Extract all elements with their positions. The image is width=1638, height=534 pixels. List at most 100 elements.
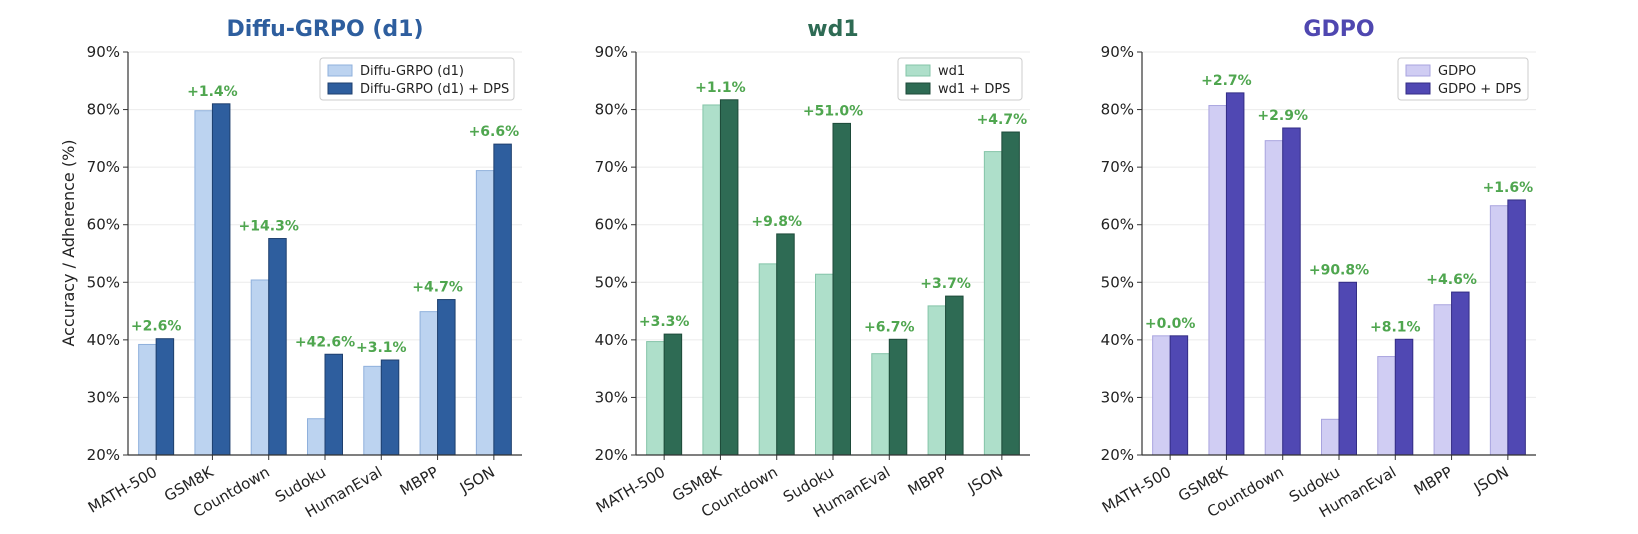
bar-dps	[945, 295, 964, 456]
bar-dps	[437, 299, 456, 456]
y-tick-label: 60%	[595, 216, 628, 234]
bar-dps	[1507, 199, 1526, 456]
improvement-label: +6.6%	[469, 124, 520, 140]
x-tick-label: JSON	[1470, 463, 1512, 498]
legend-swatch	[905, 64, 931, 77]
legend-swatch	[1405, 82, 1431, 95]
chart-title: Diffu-GRPO (d1)	[226, 17, 423, 42]
improvement-label: +3.1%	[356, 340, 407, 356]
y-tick-label: 50%	[87, 273, 120, 291]
x-tick-label: JSON	[456, 463, 498, 498]
bar-dps	[888, 338, 908, 456]
legend: Diffu-GRPO (d1) Diffu-GRPO (d1) + DPS	[319, 57, 515, 101]
y-tick-label: 20%	[87, 446, 120, 464]
bar-base	[1264, 140, 1284, 456]
chart-panel-1: Diffu-GRPO (d1) 20% 30% 40% 50% 60% 70% 80% 90% +…	[85, 17, 522, 521]
improvement-label: +4.6%	[1426, 272, 1477, 288]
improvement-label: +4.7%	[977, 112, 1028, 128]
improvement-label: +14.3%	[239, 219, 299, 235]
bar-base	[1377, 356, 1396, 456]
legend-swatch	[327, 64, 353, 77]
bar-base	[983, 151, 1003, 456]
y-tick-label: 40%	[87, 331, 120, 349]
y-tick-label: 80%	[1101, 101, 1134, 119]
bar-base	[419, 311, 439, 456]
improvement-label: +3.7%	[920, 276, 971, 292]
improvement-label: +1.6%	[1483, 180, 1534, 196]
bar-dps	[324, 353, 343, 456]
bar-dps	[663, 333, 683, 456]
improvement-label: +6.7%	[864, 319, 915, 335]
y-tick-label: 40%	[1101, 331, 1134, 349]
bar-base	[646, 341, 665, 456]
chart-panel-2: wd1 20% 30% 40% 50% 60% 70% 80% 90% +3.3% MATH-500…	[593, 17, 1030, 521]
improvement-label: +2.9%	[1257, 108, 1308, 124]
y-tick-label: 30%	[1101, 388, 1134, 406]
bar-dps	[1225, 92, 1245, 456]
bar-dps	[1338, 281, 1357, 456]
bar-base	[138, 343, 157, 456]
y-tick-label: 20%	[1101, 446, 1134, 464]
bar-base	[1321, 418, 1340, 456]
x-tick-label: JSON	[964, 463, 1006, 498]
y-tick-label: 40%	[595, 331, 628, 349]
bar-dps	[1394, 338, 1414, 456]
improvement-label: +2.6%	[131, 319, 182, 335]
bar-dps	[268, 238, 287, 456]
bar-base	[250, 279, 270, 456]
improvement-label: +0.0%	[1145, 316, 1196, 332]
legend-label: Diffu-GRPO (d1)	[360, 64, 464, 79]
bar-dps	[832, 122, 851, 456]
legend-swatch	[1405, 64, 1431, 77]
chart-title: wd1	[807, 17, 858, 42]
legend-label: wd1	[938, 64, 965, 79]
y-tick-label: 70%	[87, 158, 120, 176]
bar-base	[1489, 205, 1509, 456]
x-tick-label: MBPP	[905, 463, 950, 499]
bar-base	[194, 110, 213, 456]
legend-label: Diffu-GRPO (d1) + DPS	[360, 82, 509, 97]
bar-dps	[1001, 131, 1020, 456]
bar-base	[758, 263, 778, 456]
bar-base	[475, 170, 495, 456]
y-tick-label: 50%	[595, 273, 628, 291]
legend-box	[319, 57, 515, 101]
x-tick-label: MBPP	[397, 463, 442, 499]
legend-label: wd1 + DPS	[938, 82, 1010, 97]
bar-dps	[1451, 291, 1470, 456]
x-tick-label: MATH-500	[1099, 463, 1174, 517]
improvement-label: +4.7%	[412, 280, 463, 296]
x-tick-label: MATH-500	[85, 463, 160, 517]
bar-dps	[155, 338, 175, 456]
bar-dps	[380, 359, 400, 456]
y-tick-label: 50%	[1101, 273, 1134, 291]
y-axis-label: Accuracy / Adherence (%)	[59, 139, 78, 346]
bar-base	[871, 353, 890, 456]
legend: wd1 wd1 + DPS	[897, 57, 1023, 101]
bar-base	[815, 273, 834, 456]
legend-swatch	[905, 82, 931, 95]
bar-dps	[719, 99, 739, 456]
y-tick-label: 70%	[1101, 158, 1134, 176]
improvement-label: +1.4%	[187, 84, 238, 100]
y-tick-label: 80%	[595, 101, 628, 119]
x-tick-label: MBPP	[1411, 463, 1456, 499]
legend-label: GDPO	[1438, 64, 1476, 79]
improvement-label: +3.3%	[639, 314, 690, 330]
bar-dps	[776, 233, 795, 456]
improvement-label: +8.1%	[1370, 319, 1421, 335]
bar-dps	[211, 103, 231, 456]
y-tick-label: 30%	[595, 388, 628, 406]
bar-base	[363, 365, 382, 456]
chart-panel-3: GDPO 20% 30% 40% 50% 60% 70% 80% 90% +0.0% MATH-50…	[1099, 17, 1536, 521]
y-tick-label: 20%	[595, 446, 628, 464]
y-tick-label: 60%	[87, 216, 120, 234]
improvement-label: +9.8%	[751, 214, 802, 230]
chart-title: GDPO	[1303, 17, 1374, 42]
bar-dps	[493, 143, 512, 456]
improvement-label: +1.1%	[695, 80, 746, 96]
improvement-label: +51.0%	[803, 103, 863, 119]
legend-swatch	[327, 82, 353, 95]
